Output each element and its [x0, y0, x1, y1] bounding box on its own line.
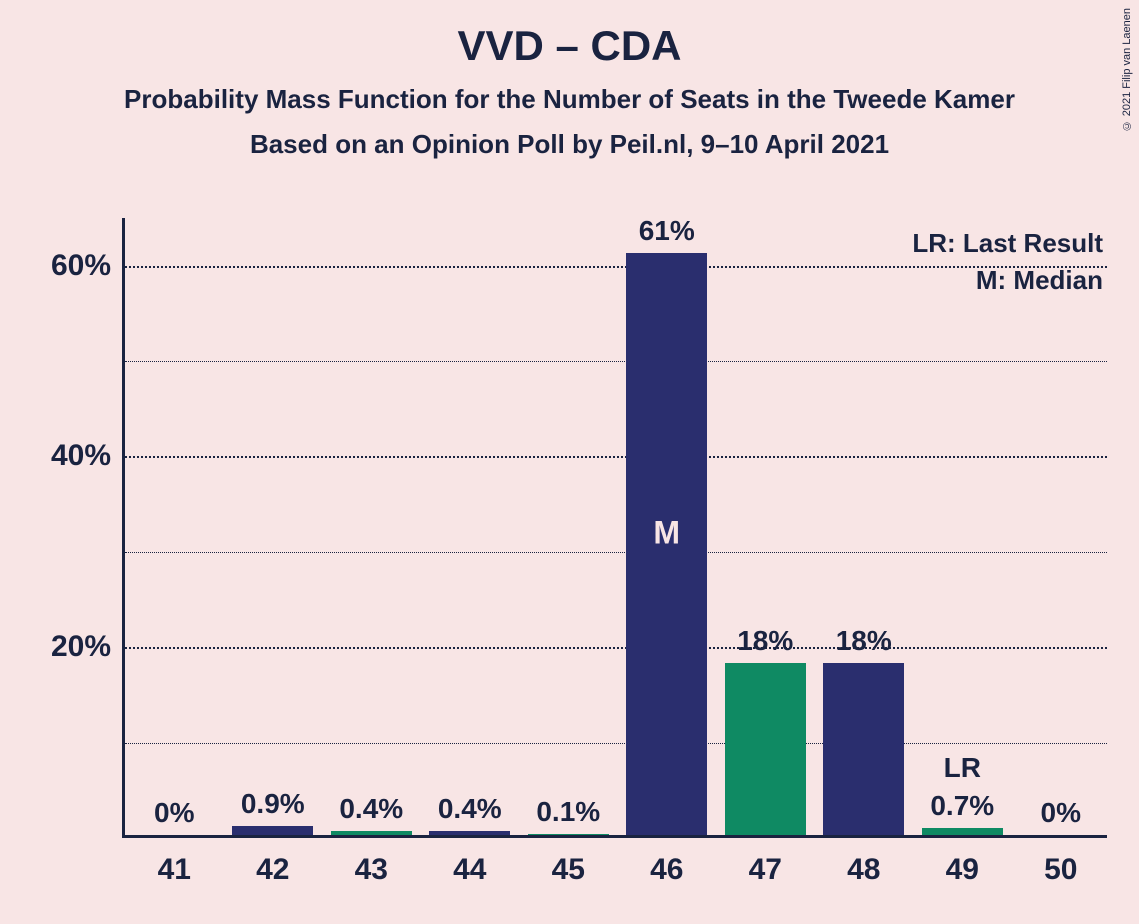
bar-value-label: 61%	[639, 215, 695, 247]
x-tick-label: 42	[256, 835, 289, 887]
x-tick-label: 46	[650, 835, 683, 887]
bar-value-label: 0.7%	[930, 790, 994, 822]
bar	[232, 826, 313, 835]
chart-plot-area: 20%40%60%0%410.9%420.4%430.4%440.1%4561%…	[122, 218, 1107, 838]
legend-lr: LR: Last Result	[912, 228, 1103, 259]
bar-value-label: 18%	[737, 625, 793, 657]
chart-subtitle-1: Probability Mass Function for the Number…	[0, 70, 1139, 115]
bar-value-label: 0.1%	[536, 796, 600, 828]
bar	[922, 828, 1003, 835]
x-tick-label: 49	[946, 835, 979, 887]
gridline-minor	[125, 743, 1107, 744]
x-tick-label: 50	[1044, 835, 1077, 887]
bar-value-label: 0%	[154, 797, 194, 829]
bar-value-label: 18%	[836, 625, 892, 657]
bar-value-label: 0.4%	[339, 793, 403, 825]
copyright-text: © 2021 Filip van Laenen	[1121, 8, 1133, 131]
chart-title: VVD – CDA	[0, 0, 1139, 70]
legend-m: M: Median	[912, 265, 1103, 296]
y-tick-label: 40%	[51, 439, 125, 473]
bar-value-label: 0.4%	[438, 793, 502, 825]
x-tick-label: 45	[552, 835, 585, 887]
bar	[823, 663, 904, 835]
median-marker: M	[653, 514, 680, 551]
x-tick-label: 44	[453, 835, 486, 887]
x-tick-label: 43	[355, 835, 388, 887]
chart-titles: VVD – CDAProbability Mass Function for t…	[0, 0, 1139, 160]
bar-value-label: 0.9%	[241, 788, 305, 820]
bar-value-label: 0%	[1041, 797, 1081, 829]
gridline-minor	[125, 361, 1107, 362]
x-tick-label: 48	[847, 835, 880, 887]
chart-legend: LR: Last Result M: Median	[912, 228, 1103, 296]
x-tick-label: 47	[749, 835, 782, 887]
x-tick-label: 41	[158, 835, 191, 887]
gridline-major	[125, 647, 1107, 649]
y-tick-label: 20%	[51, 630, 125, 664]
y-tick-label: 60%	[51, 249, 125, 283]
chart-subtitle-2: Based on an Opinion Poll by Peil.nl, 9–1…	[0, 115, 1139, 160]
gridline-minor	[125, 552, 1107, 553]
last-result-marker: LR	[944, 752, 981, 784]
bar	[725, 663, 806, 835]
gridline-major	[125, 456, 1107, 458]
